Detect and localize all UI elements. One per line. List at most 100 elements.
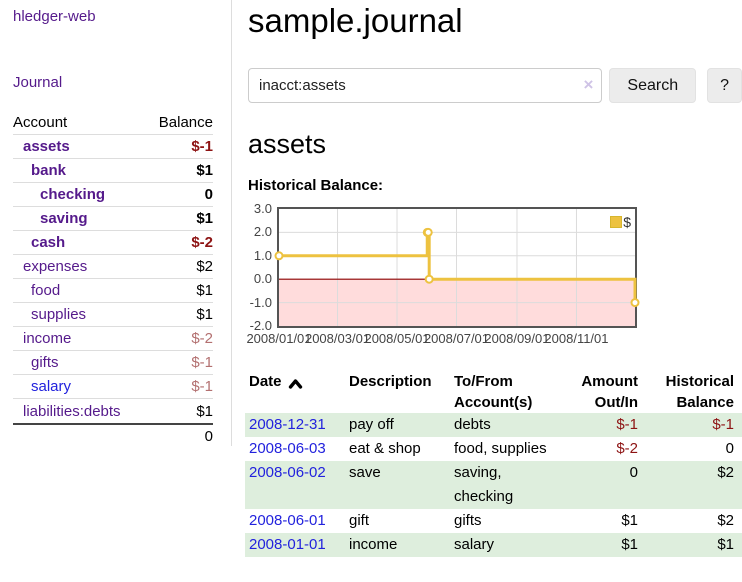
transaction-amount: 0 xyxy=(629,464,638,481)
chart-plot-area: $ xyxy=(274,207,640,328)
y-axis-tick-label: -2.0 xyxy=(249,318,272,333)
main-content: sample.journal × Search ? assets Histori… xyxy=(245,0,742,557)
account-link-checking[interactable]: checking xyxy=(40,186,106,203)
account-table-header: Account Balance xyxy=(13,112,213,135)
accounts-total: 0 xyxy=(204,427,213,445)
sort-ascending-icon xyxy=(288,378,302,389)
x-axis-tick-label: 2008/05/01 xyxy=(364,331,430,346)
x-axis-tick-label: 2008/11/01 xyxy=(544,331,609,346)
transaction-date-link[interactable]: 2008-01-01 xyxy=(249,536,326,553)
register-table: Date Description To/From Account(s) Amou… xyxy=(245,371,742,557)
y-axis-tick-label: -1.0 xyxy=(249,294,272,310)
help-button[interactable]: ? xyxy=(707,68,742,103)
x-axis-tick-label: 2008/09/01 xyxy=(484,331,550,346)
x-axis-tick-label: 2008/07/01 xyxy=(423,331,490,346)
transaction-description: gift xyxy=(349,512,370,529)
account-balance: $1 xyxy=(196,162,213,179)
account-link-assets[interactable]: assets xyxy=(23,138,70,155)
account-column-header: Account xyxy=(13,114,68,131)
app-brand-link[interactable]: hledger-web xyxy=(13,8,96,25)
account-row: salary $-1 xyxy=(13,375,213,399)
chart-title: Historical Balance: xyxy=(248,177,384,194)
register-header-row: Date Description To/From Account(s) Amou… xyxy=(245,371,742,413)
column-header-date[interactable]: Date xyxy=(245,371,345,413)
account-balance: $-2 xyxy=(191,234,213,251)
transaction-date-link[interactable]: 2008-06-03 xyxy=(249,440,326,457)
account-row: liabilities:debts $1 xyxy=(13,399,213,423)
transaction-balance: $1 xyxy=(717,536,734,553)
register-row: 2008-01-01 income salary $1 $1 xyxy=(245,533,742,557)
account-link-cash[interactable]: cash xyxy=(31,234,66,251)
accounts-total-row: 0 xyxy=(13,423,213,447)
sidebar: hledger-web Journal Account Balance asse… xyxy=(0,0,232,446)
y-axis-tick-label: 1.0 xyxy=(253,247,272,263)
transaction-accounts: salary xyxy=(454,536,495,553)
transaction-description: pay off xyxy=(349,416,394,433)
transaction-balance: $2 xyxy=(717,464,734,481)
transaction-description: save xyxy=(349,464,381,481)
account-row: saving $1 xyxy=(13,207,213,231)
balance-column-header: Balance xyxy=(158,114,213,131)
account-balance: $1 xyxy=(196,282,213,299)
chart-canvas xyxy=(274,209,640,326)
account-balance: $-1 xyxy=(191,378,213,395)
x-axis-tick-label: 2008/01/01 xyxy=(246,331,312,346)
sidebar-item-journal[interactable]: Journal xyxy=(13,74,63,91)
legend-swatch-icon xyxy=(610,216,623,228)
account-link-income[interactable]: income xyxy=(23,330,72,347)
account-row: assets $-1 xyxy=(13,135,213,159)
page-title: sample.journal xyxy=(248,2,463,39)
search-button[interactable]: Search xyxy=(609,68,697,103)
account-link-gifts[interactable]: gifts xyxy=(31,354,59,371)
transaction-balance: 0 xyxy=(725,440,734,457)
account-link-bank[interactable]: bank xyxy=(31,162,67,179)
transaction-date-link[interactable]: 2008-06-01 xyxy=(249,512,326,529)
legend-label: $ xyxy=(623,214,631,230)
account-row: bank $1 xyxy=(13,159,213,183)
date-header-label: Date xyxy=(249,373,282,390)
account-balance: $1 xyxy=(196,306,213,323)
transaction-amount: $1 xyxy=(621,512,638,529)
column-header-description: Description xyxy=(349,373,432,390)
transaction-date-link[interactable]: 2008-06-02 xyxy=(249,464,326,481)
account-balance: $-2 xyxy=(191,330,213,347)
account-link-saving[interactable]: saving xyxy=(40,210,88,227)
column-header-balance: Historical Balance xyxy=(665,373,734,411)
search-form: × Search ? xyxy=(248,68,742,103)
clear-search-icon[interactable]: × xyxy=(583,75,594,94)
search-input-wrap: × xyxy=(248,68,603,103)
account-row: supplies $1 xyxy=(13,303,213,327)
account-balance: $-1 xyxy=(191,354,213,371)
transaction-amount: $1 xyxy=(621,536,638,553)
transaction-description: eat & shop xyxy=(349,440,421,457)
transaction-balance: $-1 xyxy=(712,416,734,433)
account-balance: $1 xyxy=(196,210,213,227)
account-row: expenses $2 xyxy=(13,255,213,279)
transaction-amount: $-2 xyxy=(616,440,638,457)
account-row: income $-2 xyxy=(13,327,213,351)
account-link-liabilities-debts[interactable]: liabilities:debts xyxy=(23,402,121,420)
account-link-salary[interactable]: salary xyxy=(31,378,72,395)
account-balance-table: Account Balance assets $-1 bank $1 check… xyxy=(13,112,213,447)
account-row: food $1 xyxy=(13,279,213,303)
account-link-supplies[interactable]: supplies xyxy=(31,306,87,323)
transaction-accounts: debts xyxy=(454,416,491,433)
account-link-expenses[interactable]: expenses xyxy=(23,258,88,275)
column-header-accounts: To/From Account(s) xyxy=(454,373,533,411)
register-row: 2008-06-02 save saving, checking 0 $2 xyxy=(245,461,742,509)
account-heading: assets xyxy=(248,129,327,159)
y-axis-tick-label: 3.0 xyxy=(253,201,272,216)
x-axis-tick-label: 2008/03/01 xyxy=(304,331,371,346)
y-axis-tick-label: 2.0 xyxy=(253,224,272,240)
account-balance: $2 xyxy=(196,258,213,275)
transaction-description: income xyxy=(349,536,398,553)
account-link-food[interactable]: food xyxy=(31,282,61,299)
register-row: 2008-06-03 eat & shop food, supplies $-2… xyxy=(245,437,742,461)
search-input[interactable] xyxy=(248,68,603,103)
transaction-accounts: saving, checking xyxy=(454,464,514,505)
transaction-date-link[interactable]: 2008-12-31 xyxy=(249,416,326,433)
transaction-amount: $-1 xyxy=(616,416,638,433)
transaction-accounts: gifts xyxy=(454,512,482,529)
account-row: cash $-2 xyxy=(13,231,213,255)
register-row: 2008-12-31 pay off debts $-1 $-1 xyxy=(245,413,742,437)
